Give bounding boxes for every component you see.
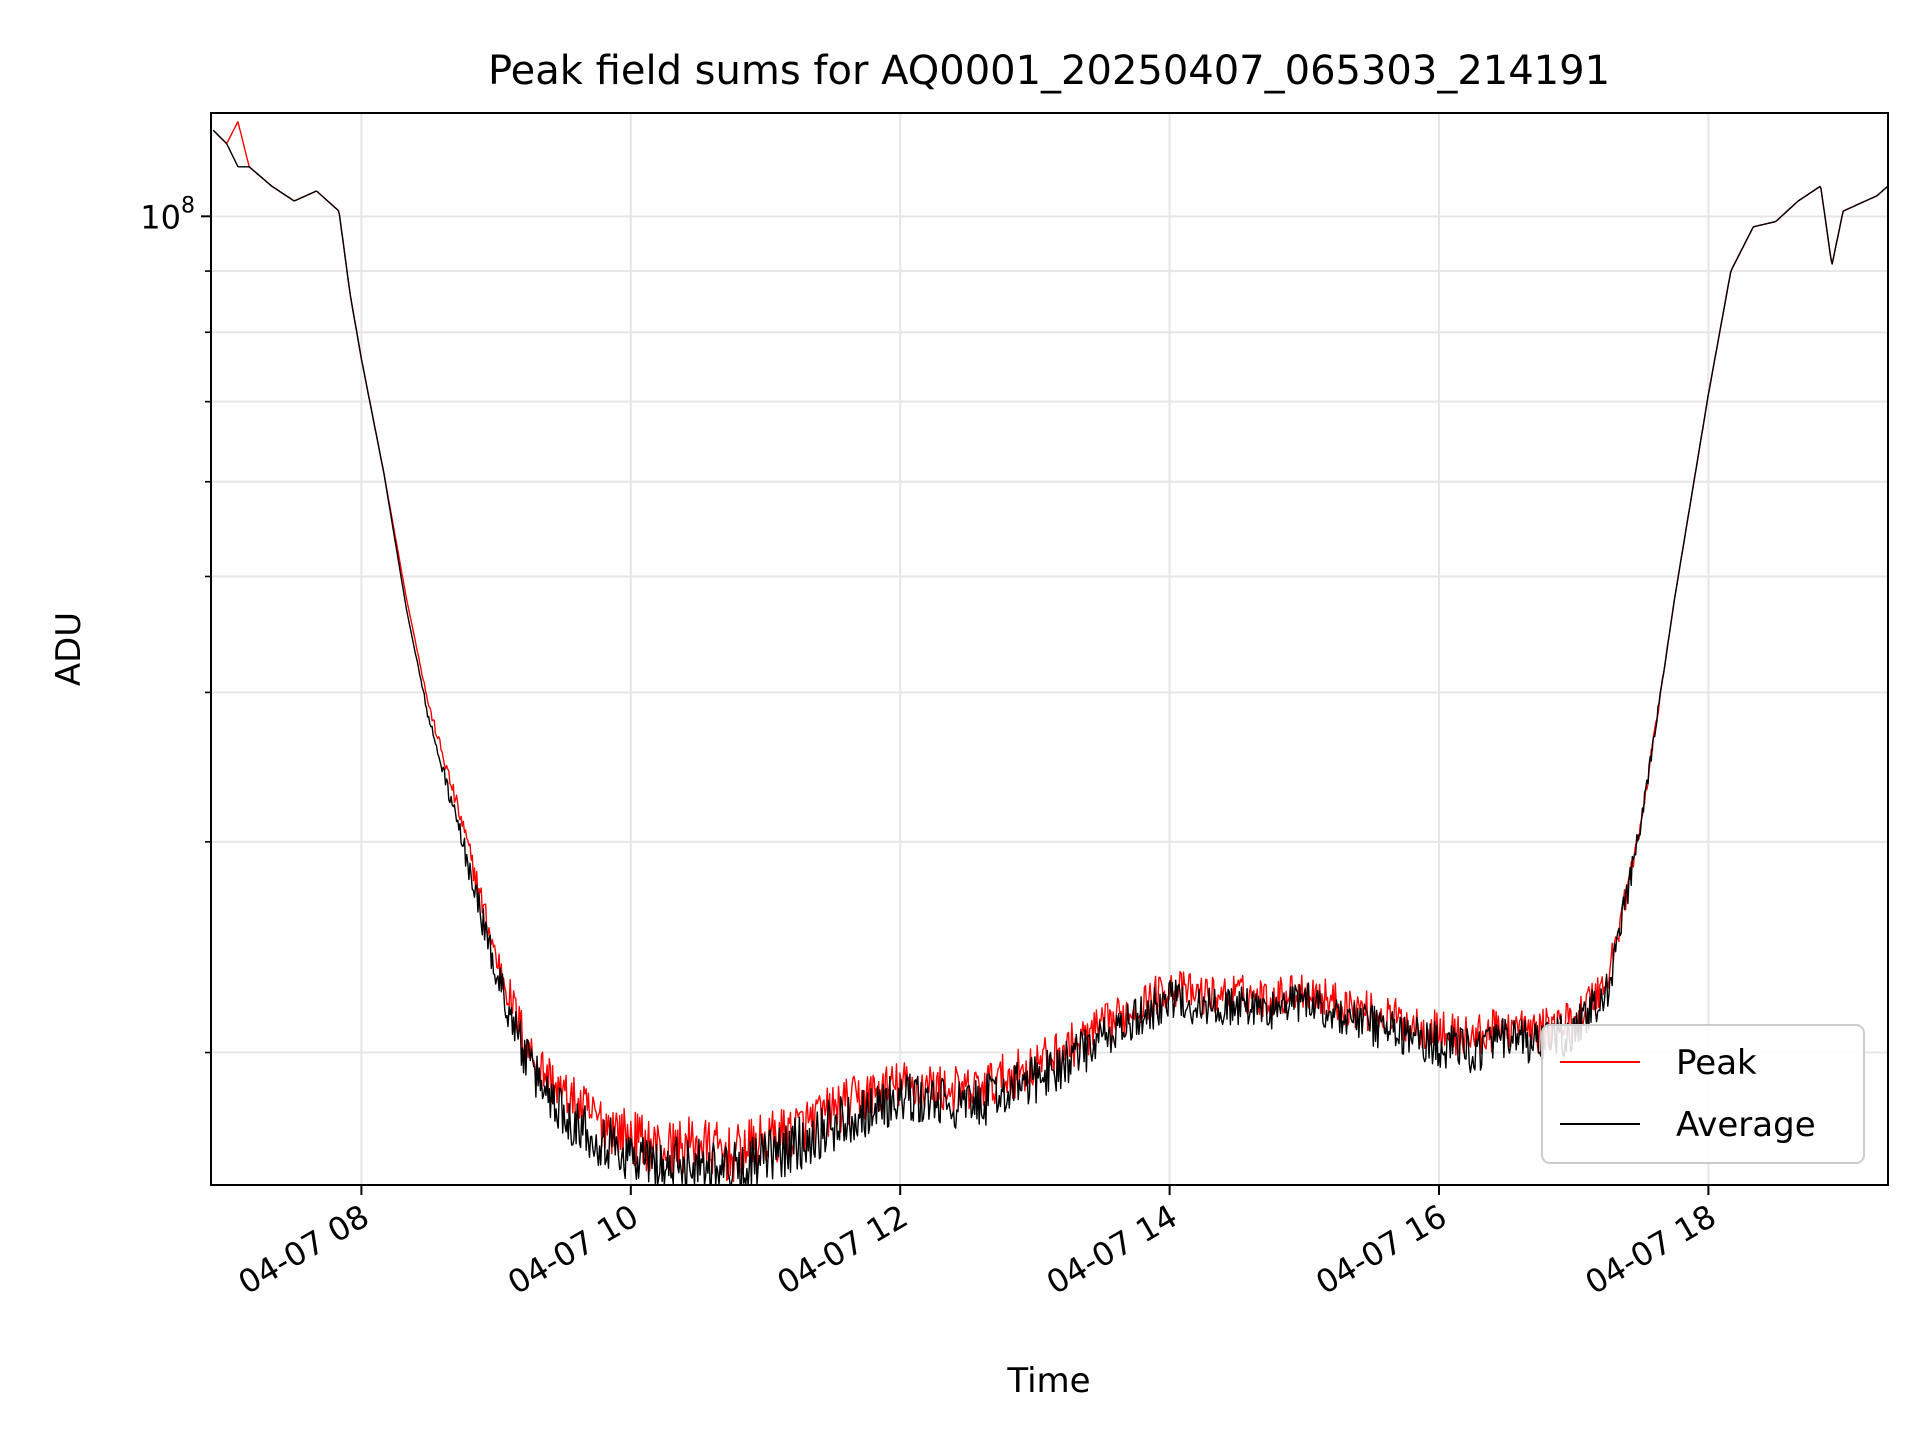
y-tick-label: 108 [140,193,195,236]
legend-box [1541,1024,1865,1164]
legend: Peak Average [1541,1024,1865,1164]
y-axis: 108 [140,193,211,1054]
x-axis-label: Time [1006,1361,1090,1401]
y-axis-label: ADU [49,612,89,686]
legend-label-average: Average [1676,1105,1816,1145]
major-gridlines [211,113,1888,1185]
plot-area-frame [210,112,1889,1186]
series-line-peak [212,121,1889,1183]
legend-label-peak: Peak [1676,1043,1757,1083]
series-line-average [212,129,1889,1186]
series-layer [212,121,1889,1186]
minor-gridlines [211,270,1888,1054]
plot-area-background [211,113,1888,1185]
chart-title: Peak field sums for AQ0001_20250407_0653… [488,48,1610,94]
